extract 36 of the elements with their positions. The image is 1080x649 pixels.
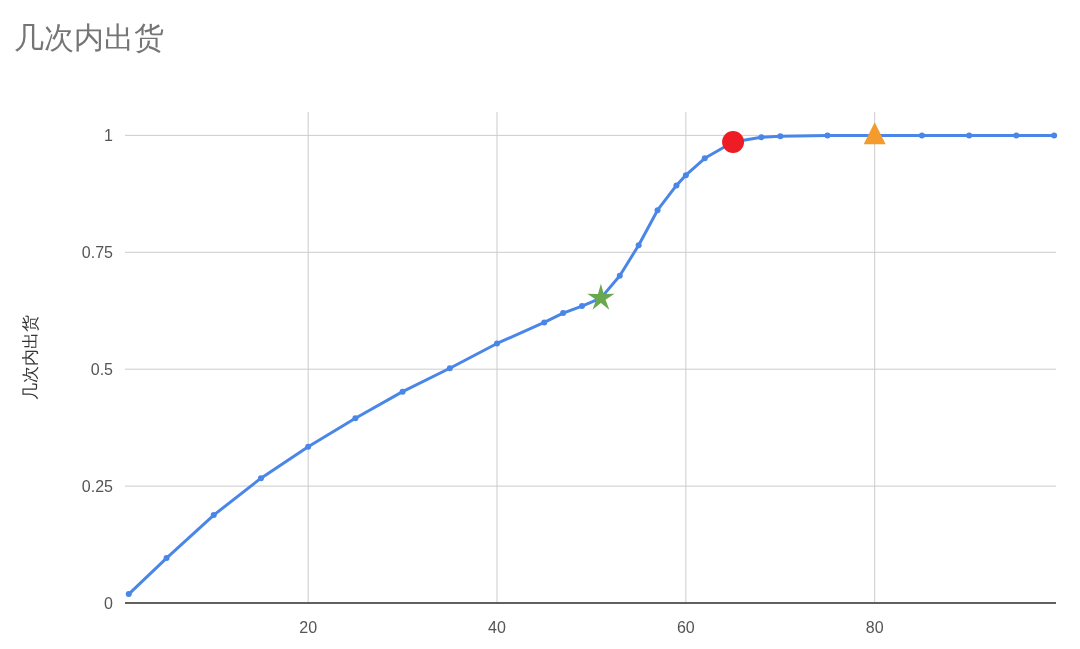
y-axis-title: 几次内出货	[21, 315, 40, 400]
point	[579, 303, 585, 310]
point	[1051, 132, 1058, 139]
chart-title: 几次内出货	[14, 21, 164, 54]
point	[210, 512, 217, 519]
point	[399, 388, 406, 395]
y-tick-label: 0.25	[81, 478, 114, 496]
point	[654, 207, 661, 214]
point	[1013, 132, 1020, 139]
point	[560, 310, 567, 317]
y-tick-label: 0.75	[81, 244, 114, 262]
x-tick-label: 40	[488, 619, 507, 636]
point	[257, 475, 264, 482]
point	[494, 340, 501, 347]
point	[352, 415, 359, 422]
point	[777, 133, 784, 140]
point	[758, 134, 765, 141]
point	[918, 132, 925, 139]
x-tick-label: 80	[865, 619, 884, 636]
point	[673, 182, 680, 189]
y-tick-label: 0	[104, 595, 114, 612]
y-tick-label: 0.5	[90, 361, 114, 379]
point	[125, 591, 132, 598]
point	[635, 242, 642, 249]
x-tick-label: 20	[299, 619, 318, 636]
point	[966, 132, 973, 139]
point	[616, 272, 623, 279]
point	[541, 319, 548, 326]
point	[446, 365, 453, 372]
point	[305, 443, 312, 450]
x-tick-label: 60	[676, 619, 695, 636]
point	[824, 132, 831, 139]
point	[163, 555, 170, 562]
y-tick-label: 1	[104, 127, 114, 145]
point	[701, 155, 708, 162]
point	[682, 172, 689, 179]
